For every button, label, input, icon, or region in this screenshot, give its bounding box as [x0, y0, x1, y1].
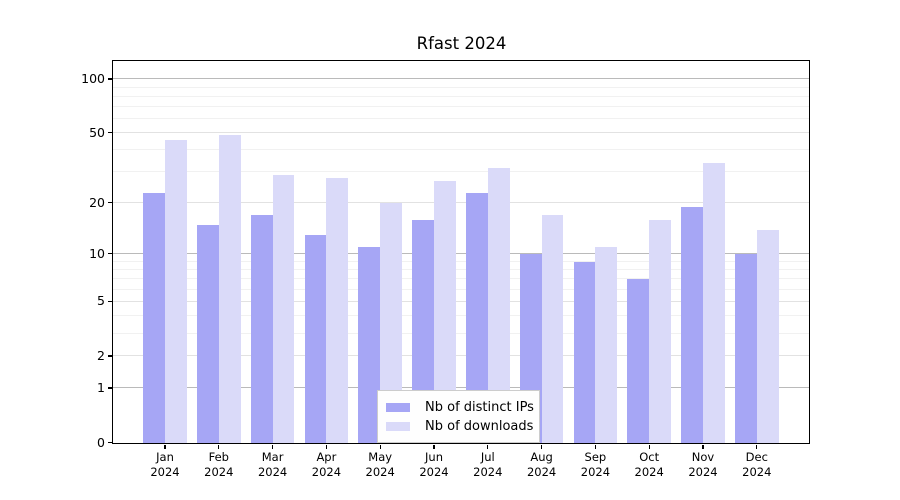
bar-nb-of-downloads-oct	[649, 219, 671, 443]
legend: Nb of distinct IPs Nb of downloads	[377, 390, 540, 443]
y-tick-label-10: 10	[89, 245, 105, 261]
bar-nb-of-downloads-dec	[756, 229, 779, 443]
bar-nb-of-downloads-feb	[218, 134, 241, 443]
gridline-100	[113, 78, 809, 80]
bar-nb-of-downloads-apr	[326, 177, 349, 443]
x-tick-label-feb: Feb 2024	[204, 450, 234, 479]
x-tick-label-may: May 2024	[365, 450, 395, 479]
gridline-4	[113, 315, 809, 317]
gridline-10	[113, 253, 809, 255]
bar-nb-of-downloads-sep	[595, 247, 618, 443]
x-tick-feb	[218, 444, 220, 449]
gridline-90	[113, 86, 809, 88]
x-tick-label-jul: Jul 2024	[473, 450, 503, 479]
gridline-5	[113, 300, 809, 302]
x-tick-sep	[594, 444, 597, 449]
bar-nb-of-downloads-aug	[541, 215, 564, 443]
plot-area	[112, 60, 810, 444]
gridline-3	[113, 332, 809, 334]
y-tick-label-0: 0	[97, 434, 105, 450]
bar-nb-of-downloads-mar	[272, 175, 295, 443]
bar-nb-of-distinct-ips-may	[358, 247, 381, 443]
y-tick-label-100: 100	[81, 70, 105, 86]
gridline-8	[113, 268, 809, 270]
y-tick-10	[108, 252, 112, 255]
y-tick-5	[108, 300, 112, 303]
bar-nb-of-distinct-ips-sep	[573, 261, 596, 443]
gridline-50	[113, 132, 809, 134]
x-tick-jun	[433, 444, 435, 449]
gridline-2	[113, 355, 809, 357]
bar-nb-of-distinct-ips-feb	[197, 224, 219, 443]
y-tick-label-2: 2	[97, 347, 105, 363]
y-tick-1	[108, 387, 112, 389]
y-tick-label-5: 5	[97, 293, 105, 309]
chart-title: Rfast 2024	[416, 34, 507, 53]
x-tick-label-aug: Aug 2024	[526, 450, 557, 479]
bar-nb-of-downloads-jun	[434, 180, 456, 443]
gridline-60	[113, 118, 809, 120]
x-tick-label-nov: Nov 2024	[688, 450, 718, 479]
x-tick-mar	[272, 444, 274, 449]
gridline-9	[113, 260, 809, 262]
y-tick-label-20: 20	[89, 194, 105, 210]
x-tick-oct	[648, 444, 650, 449]
y-tick-2	[108, 355, 112, 357]
x-tick-apr	[325, 444, 328, 449]
bar-nb-of-distinct-ips-oct	[627, 279, 650, 443]
bar-nb-of-downloads-nov	[703, 162, 725, 443]
legend-item-distinct-ips: Nb of distinct IPs	[386, 398, 534, 416]
x-tick-label-oct: Oct 2024	[634, 450, 664, 479]
x-tick-label-jun: Jun 2024	[419, 450, 449, 479]
bar-nb-of-downloads-jul	[487, 167, 510, 443]
x-tick-may	[379, 444, 381, 449]
gridline-20	[113, 202, 809, 204]
y-tick-20	[108, 202, 112, 204]
x-tick-jul	[487, 444, 489, 449]
bar-nb-of-distinct-ips-nov	[681, 207, 703, 443]
x-tick-label-jan: Jan 2024	[150, 450, 180, 479]
gridline-7	[113, 278, 809, 280]
legend-item-downloads: Nb of downloads	[386, 417, 534, 435]
y-tick-label-1: 1	[97, 379, 105, 395]
bar-nb-of-distinct-ips-mar	[250, 215, 273, 443]
x-tick-dec	[756, 444, 758, 449]
bar-nb-of-distinct-ips-jul	[466, 192, 488, 443]
y-tick-0	[108, 441, 112, 444]
legend-label: Nb of distinct IPs	[425, 399, 534, 415]
x-tick-label-mar: Mar 2024	[257, 450, 288, 479]
bar-nb-of-distinct-ips-jan	[143, 192, 165, 443]
bar-nb-of-distinct-ips-apr	[304, 235, 327, 443]
x-tick-aug	[541, 444, 543, 449]
gridline-30	[113, 171, 809, 173]
gridline-1	[113, 387, 809, 389]
gridline-6	[113, 288, 809, 290]
gridline-80	[113, 95, 809, 97]
bar-nb-of-downloads-may	[380, 203, 402, 443]
bar-nb-of-distinct-ips-jun	[412, 219, 434, 443]
legend-label: Nb of downloads	[425, 418, 534, 434]
bar-nb-of-distinct-ips-dec	[735, 254, 757, 443]
y-tick-label-50: 50	[89, 124, 105, 140]
gridline-40	[113, 149, 809, 151]
x-tick-jan	[164, 444, 166, 449]
legend-swatch	[386, 402, 410, 412]
x-tick-nov	[702, 444, 704, 449]
x-tick-label-apr: Apr 2024	[311, 450, 342, 479]
gridline-70	[113, 106, 809, 108]
x-tick-label-sep: Sep 2024	[580, 450, 611, 479]
legend-swatch	[386, 421, 410, 431]
x-tick-label-dec: Dec 2024	[742, 450, 772, 479]
y-tick-100	[108, 78, 112, 80]
bar-nb-of-downloads-jan	[165, 139, 187, 443]
y-tick-50	[108, 132, 112, 134]
